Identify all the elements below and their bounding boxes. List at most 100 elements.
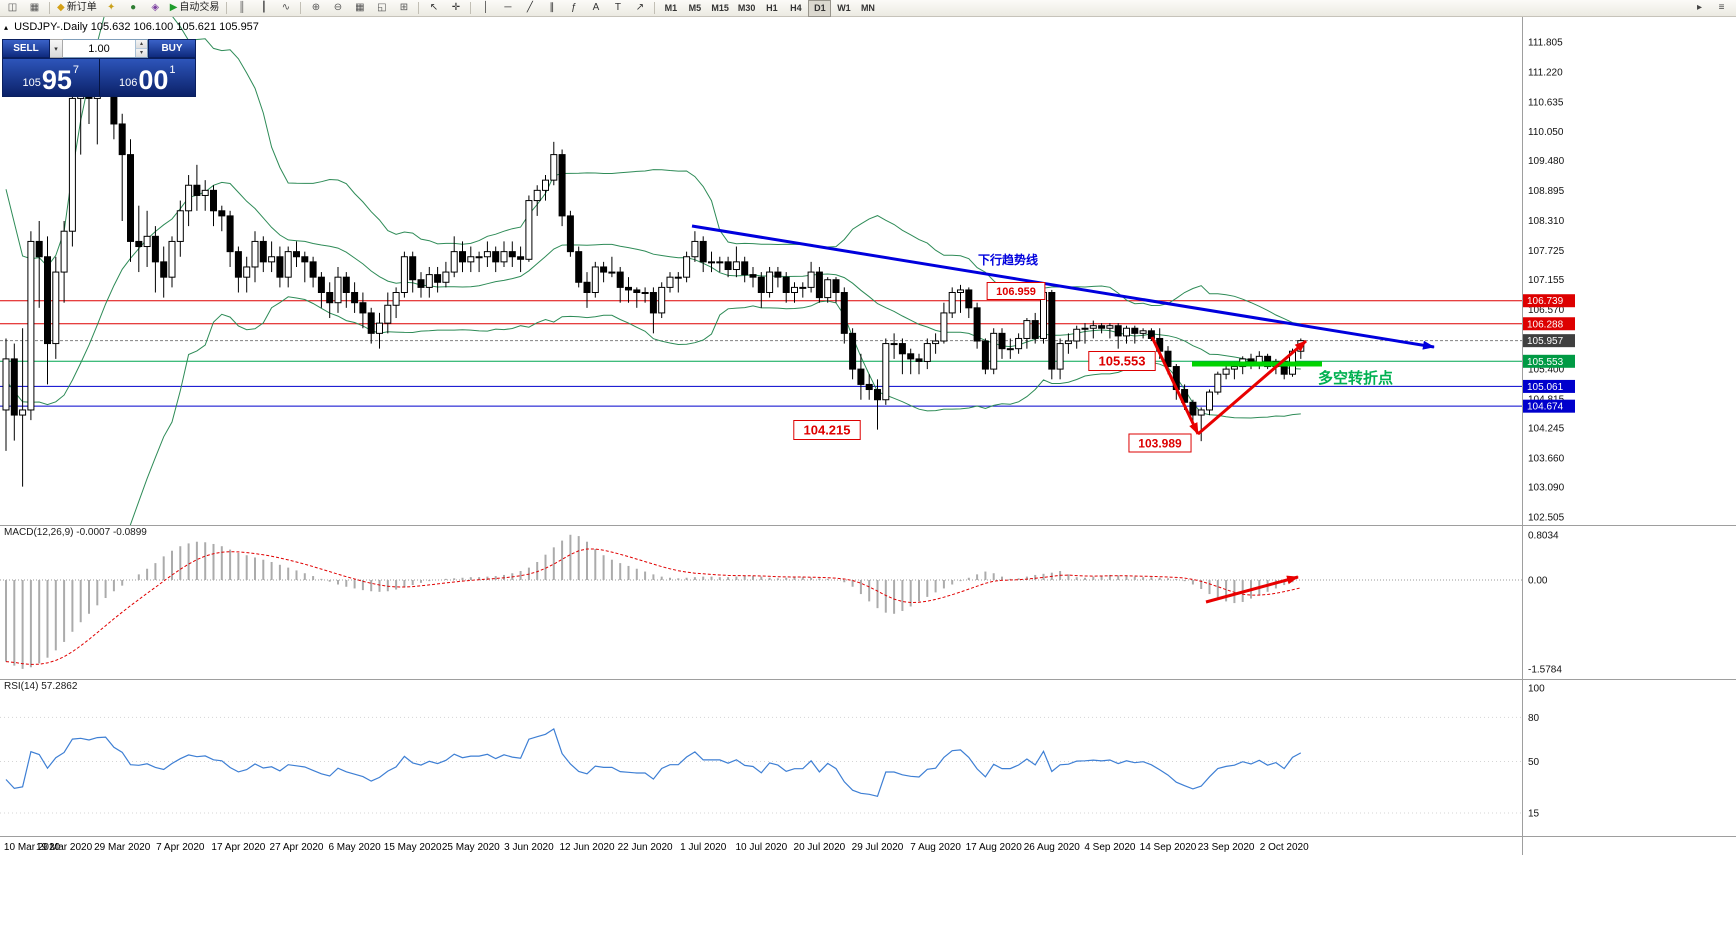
- candle-body: [243, 266, 251, 278]
- volume-up-button[interactable]: ▴: [136, 40, 147, 49]
- macd-arrow[interactable]: [1205, 575, 1299, 604]
- equidistant-channel-icon[interactable]: ∥: [541, 0, 562, 17]
- candle-body: [815, 271, 823, 299]
- price-annotation-box[interactable]: [1128, 433, 1192, 453]
- candlestick-icon[interactable]: ┃: [253, 0, 274, 17]
- autotrading-button[interactable]: ▶ 自动交易: [167, 0, 223, 17]
- price-annotation-text: 106.959: [996, 286, 1036, 298]
- reversal-arrow[interactable]: [1150, 336, 1200, 435]
- timeframe-m1[interactable]: M1: [664, 2, 678, 13]
- date-axis-label: 22 Jun 2020: [618, 842, 673, 853]
- ask-price-button[interactable]: 106 00 1: [100, 59, 196, 96]
- date-axis-label: 10 Mar 2020: [4, 842, 61, 853]
- timeframe-d1[interactable]: D1: [808, 0, 832, 17]
- timeframe-h4[interactable]: H4: [790, 2, 802, 13]
- buy-button[interactable]: BUY: [148, 39, 196, 58]
- date-axis-label: 27 Apr 2020: [270, 842, 324, 853]
- volume-input[interactable]: 1.00 ▴ ▾: [63, 39, 148, 58]
- candle-body: [1230, 366, 1238, 370]
- candle-body: [782, 276, 790, 293]
- auto-arrange-icon[interactable]: ◱: [371, 0, 392, 17]
- timeframe-m15[interactable]: M15: [711, 2, 729, 13]
- timeframe-m30[interactable]: M30: [737, 2, 756, 13]
- new-order-button[interactable]: ◆ 新订单: [54, 0, 100, 17]
- price-badge: [1523, 294, 1575, 308]
- candle-body: [268, 256, 276, 263]
- vertical-line-icon: │: [482, 2, 490, 13]
- pivot-label: 多空转折点: [1318, 369, 1393, 387]
- chart-scroll-end-icon[interactable]: ▸: [1696, 2, 1703, 13]
- timeframe-mn[interactable]: MN: [860, 2, 875, 13]
- price-scale-label: 109.480: [1528, 156, 1565, 167]
- candle-body: [160, 261, 168, 278]
- date-axis-label: 4 Sep 2020: [1084, 842, 1136, 853]
- timeframe-m5[interactable]: M5: [688, 2, 702, 13]
- chart-canvas[interactable]: 下行趋势线多空转折点106.959105.553104.215103.98911…: [0, 17, 1736, 946]
- candle-body: [932, 340, 940, 345]
- reversal-arrow[interactable]: [1197, 339, 1307, 436]
- candle-body: [683, 256, 691, 278]
- cursor-icon[interactable]: ↖: [423, 0, 444, 17]
- zoom-out-icon[interactable]: ⊖: [327, 0, 348, 17]
- price-badge-text: 105.553: [1527, 357, 1564, 368]
- price-annotation-box[interactable]: [793, 420, 861, 440]
- date-axis-label: 10 Jul 2020: [735, 842, 787, 853]
- new-chart-icon[interactable]: ◫: [2, 0, 23, 17]
- candle-body: [251, 240, 259, 268]
- volume-down-button[interactable]: ▾: [136, 49, 147, 57]
- candle-body: [757, 276, 765, 293]
- price-scale-label: 111.220: [1528, 67, 1563, 78]
- tile-windows-icon[interactable]: ▦: [349, 0, 370, 17]
- toolbar-separator: [654, 2, 656, 14]
- horizontal-line-icon[interactable]: ─: [497, 0, 518, 17]
- sell-button[interactable]: SELL: [2, 39, 50, 58]
- candle-body: [857, 368, 865, 385]
- candle-body: [19, 409, 27, 416]
- price-badge-text: 106.739: [1527, 296, 1564, 307]
- candle-body: [1222, 368, 1230, 375]
- chart-profiles-icon[interactable]: ▦: [24, 0, 45, 17]
- line-chart-icon[interactable]: ∿: [275, 0, 296, 17]
- price-scale[interactable]: 111.805 111.220 110.635 110.050 109.480 108.8…: [1523, 38, 1575, 820]
- market-watch-icon[interactable]: ✦: [101, 0, 122, 17]
- timeframe-h1[interactable]: H1: [766, 2, 778, 13]
- one-click-trading-panel: SELL ▾ 1.00 ▴ ▾ BUY 105 95 7 106 00: [2, 39, 196, 97]
- vertical-line-icon[interactable]: │: [475, 0, 496, 17]
- bar-chart-icon[interactable]: ║: [231, 0, 252, 17]
- oneclick-expand-icon[interactable]: ▴: [4, 23, 9, 32]
- price-badge: [1523, 379, 1575, 393]
- zoom-in-icon[interactable]: ⊕: [305, 0, 326, 17]
- data-window-icon[interactable]: ●: [123, 0, 144, 17]
- candle-body: [1106, 325, 1114, 329]
- cursor-icon: ↖: [429, 2, 439, 13]
- price-scale-label: 105.400: [1528, 365, 1565, 376]
- text-label-icon[interactable]: T: [607, 0, 628, 17]
- downtrend-line[interactable]: [691, 224, 1435, 350]
- candle-body: [998, 332, 1006, 350]
- bid-price-button[interactable]: 105 95 7: [3, 59, 100, 96]
- timeframe-w1[interactable]: W1: [837, 2, 851, 13]
- text-icon[interactable]: A: [585, 0, 606, 17]
- grid-icon[interactable]: ⊞: [393, 0, 414, 17]
- macd-pane[interactable]: [0, 534, 1522, 669]
- rsi-label: RSI(14) 57.2862: [4, 681, 77, 692]
- crosshair-icon[interactable]: ✛: [445, 0, 466, 17]
- volume-dropdown-button[interactable]: ▾: [50, 39, 63, 58]
- trendline-icon[interactable]: ╱: [519, 0, 540, 17]
- candle-body: [890, 343, 898, 346]
- arrows-icon[interactable]: ↗: [629, 0, 650, 17]
- toolbar-more-icon[interactable]: ≡: [1718, 2, 1725, 13]
- candle-body: [359, 302, 367, 314]
- price-scale-label: 103.090: [1528, 483, 1565, 494]
- auto-arrange-icon: ◱: [377, 2, 387, 13]
- navigator-icon[interactable]: ◈: [145, 0, 166, 17]
- macd-scale-label: 0.8034: [1528, 530, 1559, 541]
- rsi-pane[interactable]: [0, 716, 1522, 814]
- price-annotation-box[interactable]: [1088, 351, 1156, 371]
- candle-body: [691, 240, 699, 258]
- price-annotation-box[interactable]: [986, 282, 1046, 300]
- fibonacci-icon[interactable]: ƒ: [563, 0, 584, 17]
